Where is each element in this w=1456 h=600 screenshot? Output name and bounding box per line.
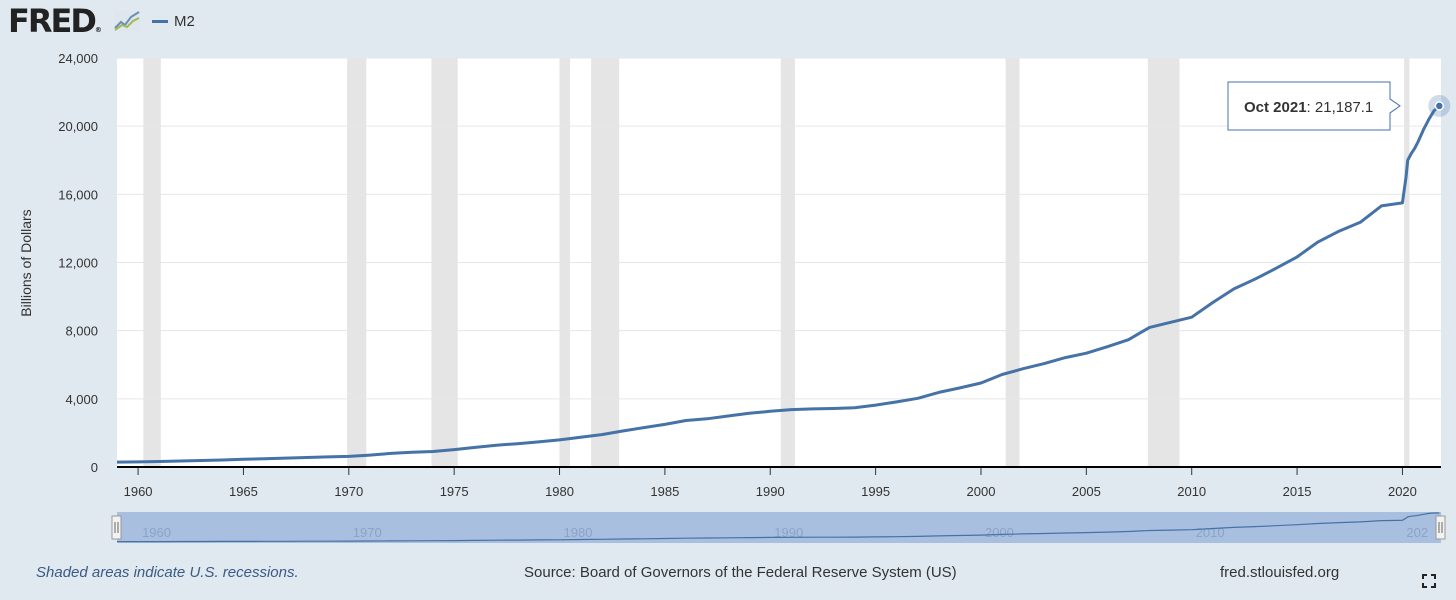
recession-note: Shaded areas indicate U.S. recessions. [36,564,299,581]
legend-swatch [152,20,168,23]
navigator-label: 2010 [1196,525,1225,540]
navigator-label: 1960 [142,525,171,540]
tooltip-date: Oct 2021 [1244,99,1307,116]
fullscreen-icon[interactable] [1422,574,1436,588]
fred-logo[interactable]: FRED® [8,2,102,40]
site-link[interactable]: fred.stlouisfed.org [1220,564,1340,581]
y-tick-label: 24,000 [58,51,98,66]
x-tick-label: 2010 [1177,484,1206,499]
logo-text: FRED [8,2,97,40]
x-tick-label: 1990 [756,484,785,499]
source-text: Source: Board of Governors of the Federa… [524,564,957,581]
x-tick-label: 2015 [1283,484,1312,499]
x-tick-label: 2005 [1072,484,1101,499]
y-axis-ticks: 0 4,000 8,000 12,000 16,000 20,000 24,000 [58,51,98,475]
x-tick-label: 1985 [650,484,679,499]
x-tick-label: 1975 [440,484,469,499]
y-tick-label: 20,000 [58,119,98,134]
navigator-label: 2000 [985,525,1014,540]
y-tick-label: 8,000 [65,324,98,339]
x-tick-label: 1965 [229,484,258,499]
x-tick-label: 2000 [967,484,996,499]
y-axis-label: Billions of Dollars [18,209,34,316]
navigator-label: 1980 [564,525,593,540]
tooltip-sep: : [1307,99,1315,116]
registered-mark: ® [94,26,102,34]
navigator-handle-right[interactable] [1435,515,1446,540]
x-tick-label: 1960 [124,484,153,499]
line-chart-icon [114,11,140,31]
series-line-m2[interactable] [116,104,1441,464]
gridlines [117,57,1441,400]
y-tick-label: 0 [91,460,98,475]
navigator-label: 1990 [774,525,803,540]
x-axis-ticks: 1960 1965 1970 1975 1980 1985 1990 1995 2000 2005… [124,467,1417,499]
legend-label: M2 [174,13,195,30]
x-tick-label: 1970 [334,484,363,499]
x-tick-label: 2020 [1388,484,1417,499]
tooltip-text: Oct 2021: 21,187.1 [1244,99,1373,116]
y-tick-label: 4,000 [65,392,98,407]
x-tick-label: 1995 [861,484,890,499]
y-tick-label: 16,000 [58,187,98,202]
tooltip-box [1227,81,1401,131]
navigator-label: 1970 [353,525,382,540]
tooltip-point[interactable] [1434,101,1445,111]
legend[interactable]: M2 [152,13,195,30]
x-tick-label: 1980 [545,484,574,499]
y-tick-label: 12,000 [58,256,98,271]
tooltip: Oct 2021: 21,187.1 [1227,81,1451,131]
navigator-label: 202 [1406,525,1428,540]
navigator-line [117,512,1440,543]
tooltip-value: 21,187.1 [1315,99,1373,116]
navigator-handle-left[interactable] [111,515,122,540]
